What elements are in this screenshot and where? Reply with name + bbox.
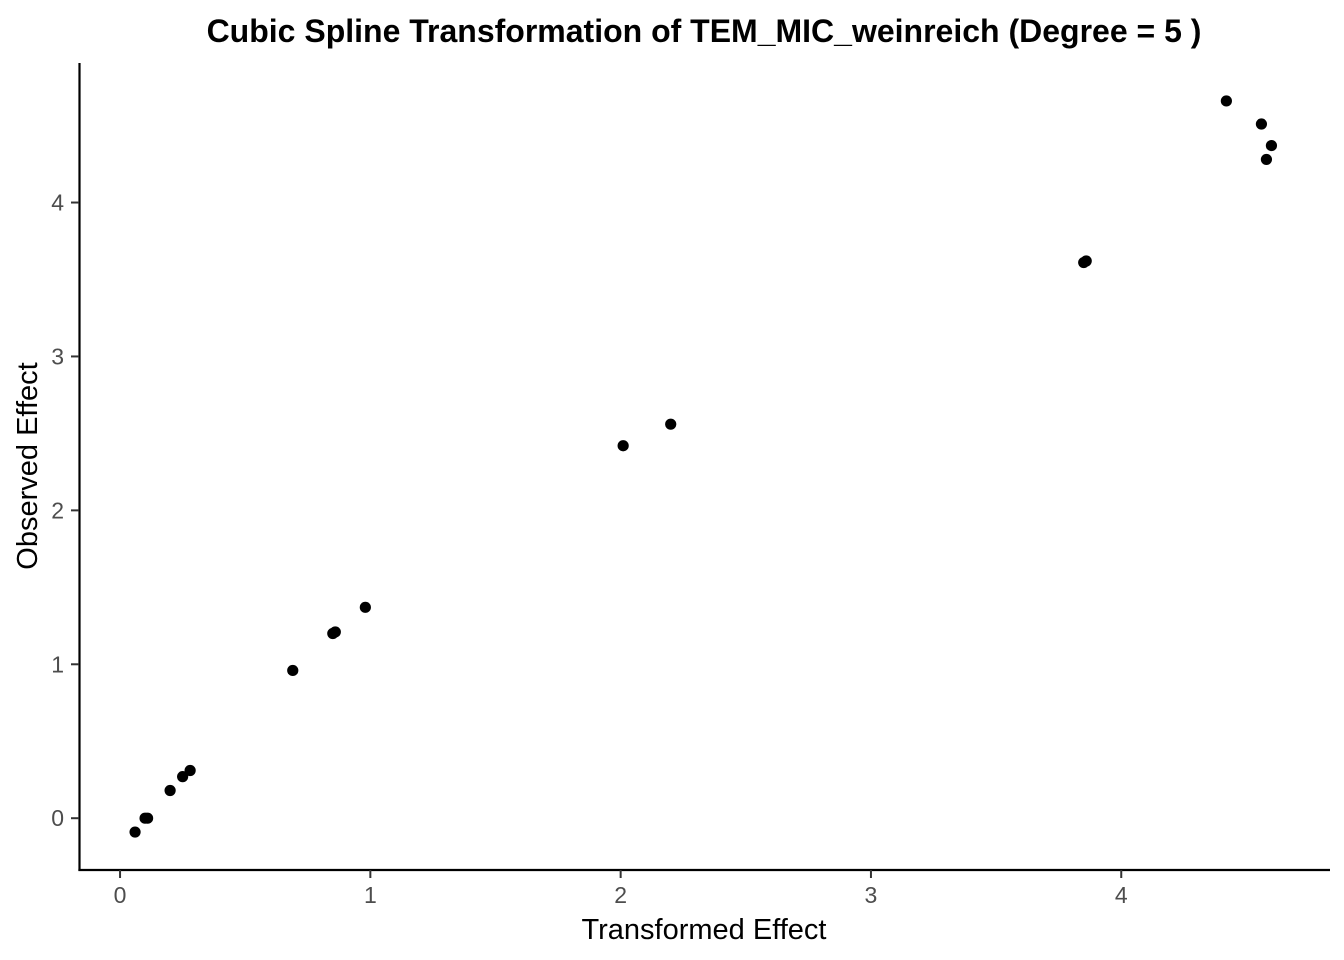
x-tick-label: 1 xyxy=(364,882,377,908)
data-point xyxy=(1265,139,1278,152)
data-point xyxy=(329,626,341,638)
y-tick-label: 1 xyxy=(51,651,64,677)
x-tick-label: 3 xyxy=(865,882,878,908)
data-point xyxy=(359,601,371,613)
chart-title: Cubic Spline Transformation of TEM_MIC_w… xyxy=(207,13,1202,49)
x-axis-label: Transformed Effect xyxy=(582,914,827,946)
data-point xyxy=(141,812,154,824)
data-point xyxy=(177,771,189,783)
y-tick-label: 2 xyxy=(51,497,64,523)
x-tick-label: 2 xyxy=(614,882,627,908)
data-point xyxy=(287,664,299,677)
data-point xyxy=(184,764,196,777)
data-point xyxy=(665,418,677,430)
y-axis-ticks: 0 1 2 3 4 xyxy=(51,190,79,831)
data-point xyxy=(1260,153,1273,166)
data-point xyxy=(1255,118,1268,130)
data-point xyxy=(1080,255,1092,267)
data-point xyxy=(164,784,176,797)
data-point xyxy=(617,440,629,452)
data-point xyxy=(1220,95,1232,107)
data-point xyxy=(129,826,141,838)
y-tick-label: 3 xyxy=(51,343,64,369)
x-axis-ticks: 0 1 2 3 4 xyxy=(114,870,1128,908)
y-tick-label: 0 xyxy=(51,805,64,831)
y-tick-label: 4 xyxy=(51,190,64,216)
plot-area xyxy=(129,95,1278,838)
y-axis-label: Observed Effect xyxy=(12,362,44,569)
x-tick-label: 4 xyxy=(1115,882,1128,908)
x-tick-label: 0 xyxy=(114,882,127,908)
